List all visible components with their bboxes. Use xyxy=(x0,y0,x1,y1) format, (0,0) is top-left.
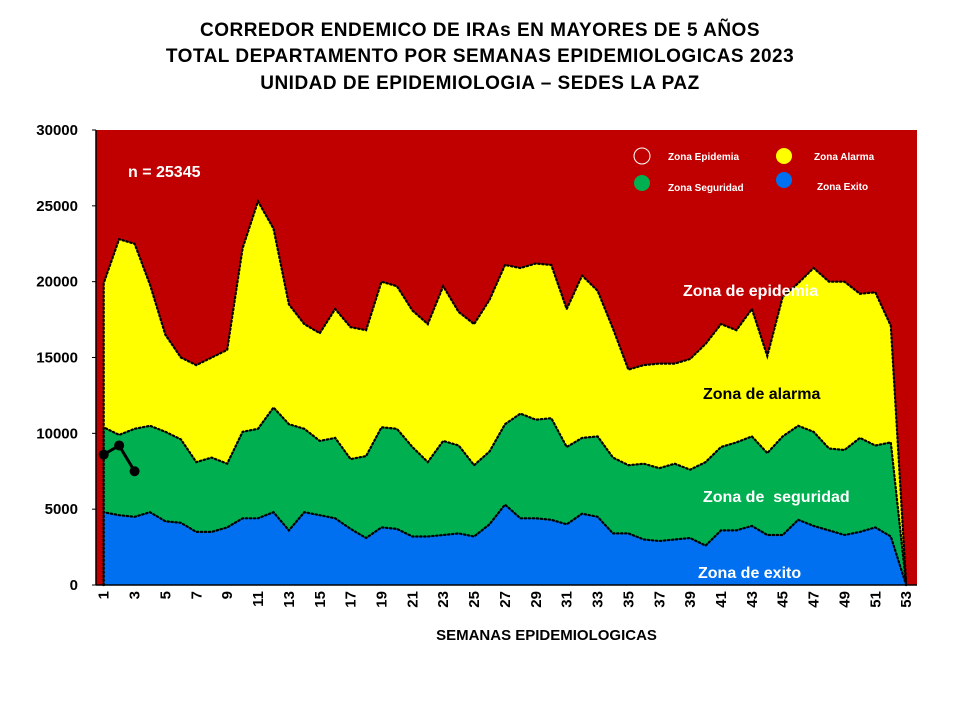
chart-title-line-2: TOTAL DEPARTAMENTO POR SEMANAS EPIDEMIOL… xyxy=(165,46,795,67)
legend-marker-zona-epidemia xyxy=(633,147,651,165)
observed-cases-point xyxy=(129,466,140,477)
y-tick-label: 5000 xyxy=(45,501,78,518)
zone-label-alarma: Zona de alarma xyxy=(703,386,820,403)
x-tick-label: 45 xyxy=(775,591,792,608)
series-zona-exito-area xyxy=(103,504,907,585)
x-tick-label: 39 xyxy=(682,591,699,608)
observed-cases-point xyxy=(98,449,109,460)
x-tick-label: 1 xyxy=(96,591,113,599)
x-tick-label: 11 xyxy=(250,591,267,607)
x-tick-label: 41 xyxy=(713,591,730,608)
zone-label-exito: Zona de exito xyxy=(698,565,801,582)
observed-cases-point xyxy=(114,440,125,451)
y-tick-label: 10000 xyxy=(36,425,78,442)
x-tick-label: 27 xyxy=(497,591,514,608)
zone-label-seguridad: Zona de seguridad xyxy=(703,489,850,506)
y-tick-label: 20000 xyxy=(36,274,78,291)
legend-label-zona-exito: Zona Exito xyxy=(817,182,868,193)
x-tick-label: 47 xyxy=(806,591,823,608)
legend-marker-zona-alarma xyxy=(776,148,792,164)
series-zona-seguridad-boundary xyxy=(102,405,908,587)
x-tick-label: 23 xyxy=(435,591,452,608)
y-tick-label: 30000 xyxy=(36,122,78,139)
y-tick-label: 0 xyxy=(70,577,78,594)
x-tick-label: 49 xyxy=(837,591,854,608)
x-tick-label: 21 xyxy=(404,591,421,608)
x-tick-label: 33 xyxy=(590,591,607,608)
x-tick-label: 15 xyxy=(312,591,329,608)
x-tick-label: 31 xyxy=(559,591,576,608)
y-tick-label: 25000 xyxy=(36,198,78,215)
x-tick-label: 19 xyxy=(374,591,391,608)
legend-marker-zona-seguridad xyxy=(634,175,650,191)
x-tick-label: 43 xyxy=(744,591,761,608)
x-tick-label: 51 xyxy=(867,591,884,608)
x-tick-label: 5 xyxy=(157,591,174,599)
x-tick-label: 25 xyxy=(466,591,483,608)
zone-label-epidemia: Zona de epidemia xyxy=(683,283,818,300)
x-tick-label: 29 xyxy=(528,591,545,608)
x-tick-label: 9 xyxy=(219,591,236,599)
x-tick-label: 3 xyxy=(127,591,144,599)
series-zona-exito-boundary xyxy=(102,503,908,587)
x-tick-label: 35 xyxy=(620,591,637,608)
x-tick-label: 17 xyxy=(343,591,360,608)
legend-marker-zona-exito xyxy=(776,172,792,188)
x-tick-label: 13 xyxy=(281,591,298,608)
legend-label-zona-alarma: Zona Alarma xyxy=(814,152,875,163)
x-axis-title: SEMANAS EPIDEMIOLOGICAS xyxy=(436,627,657,644)
chart-title-line-3: UNIDAD DE EPIDEMIOLOGIA – SEDES LA PAZ xyxy=(260,73,700,94)
legend-label-zona-seguridad: Zona Seguridad xyxy=(668,183,744,194)
series-zona-alarma-boundary xyxy=(102,198,908,587)
y-tick-label: 15000 xyxy=(36,350,78,367)
x-tick-label: 7 xyxy=(188,591,205,599)
chart-title-line-1: CORREDOR ENDEMICO DE IRAs EN MAYORES DE … xyxy=(199,20,760,41)
x-tick-label: 37 xyxy=(651,591,668,608)
sample-size-label: n = 25345 xyxy=(128,164,201,181)
x-tick-label: 53 xyxy=(898,591,915,608)
legend-label-zona-epidemia: Zona Epidemia xyxy=(668,152,740,163)
